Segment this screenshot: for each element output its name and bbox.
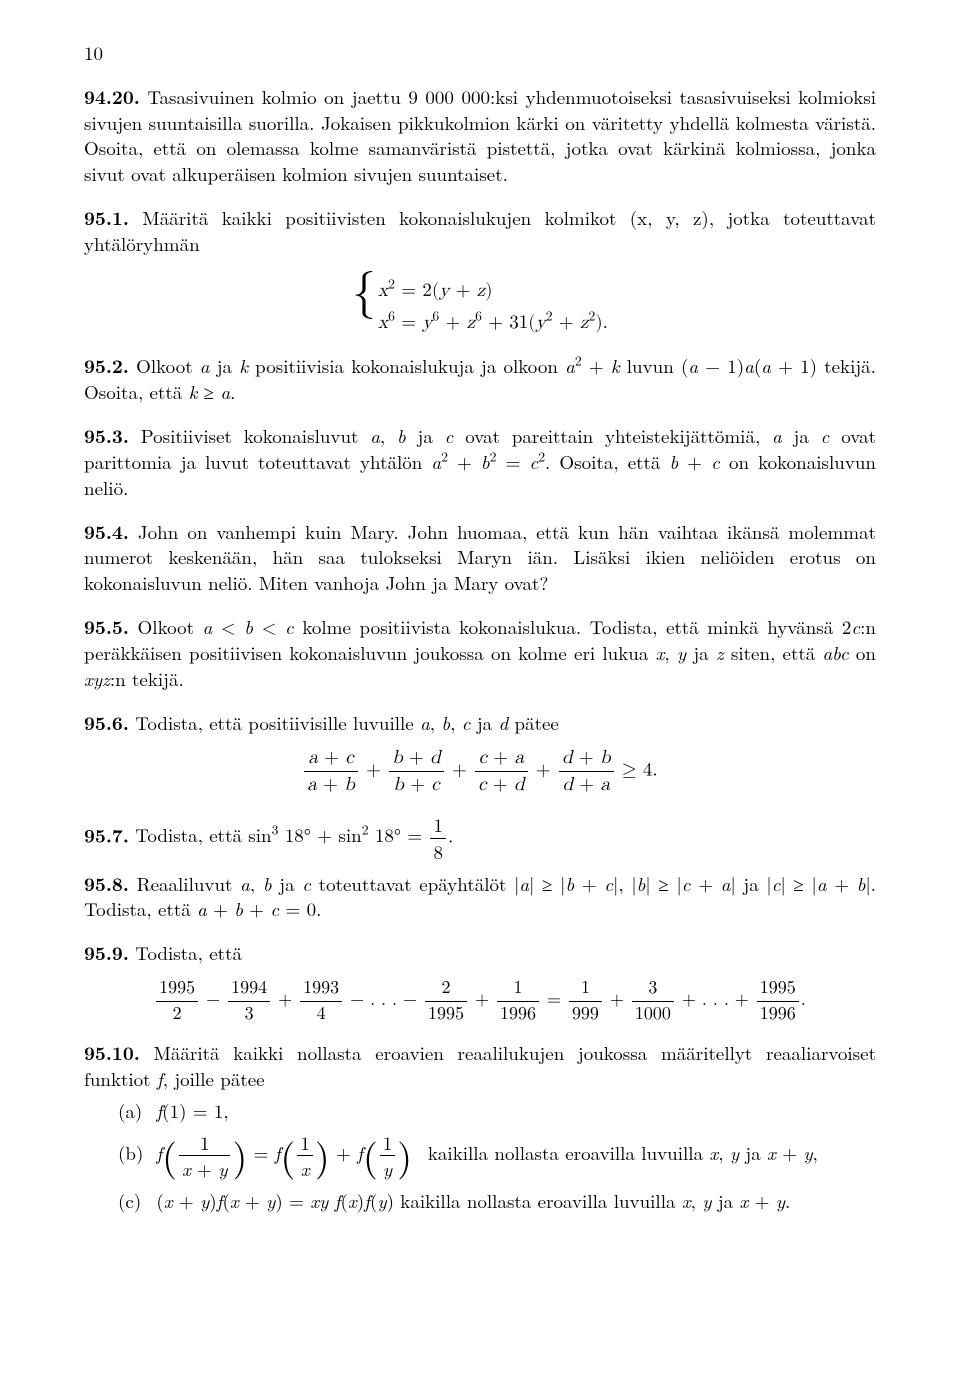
problem-95-4: 95.4. John on vanhempi kuin Mary. John h… xyxy=(84,519,876,596)
problem-95-6: 95.6. Todista, että positiivisille luvui… xyxy=(84,710,876,736)
problem-text: Todista, että positiivisille luvuille a,… xyxy=(129,709,559,736)
problem-95-1: 95.1. Määritä kaikki positiivisten kokon… xyxy=(84,205,876,257)
problem-number: 95.3. xyxy=(84,421,129,449)
problem-text: Reaaliluvut a, b ja c toteuttavat epäyht… xyxy=(84,870,876,923)
problem-text: Olkoot a ja k positiivisia kokonaislukuj… xyxy=(84,352,876,405)
problem-text: Määritä kaikki positiivisten kokonaisluk… xyxy=(84,204,876,257)
problem-95-9: 95.9. Todista, että xyxy=(84,940,876,966)
problem-95-2: 95.2. Olkoot a ja k positiivisia kokonai… xyxy=(84,353,876,405)
problem-number: 95.10. xyxy=(84,1038,140,1066)
page: 10 94.20. Tasasivuinen kolmio on jaettu … xyxy=(0,0,960,1373)
item-text: f(1x + y) = f(1x) + f(1y) kaikilla nolla… xyxy=(156,1139,818,1166)
problem-text: Todista, että sin3 18° + sin2 18° = xyxy=(129,821,429,848)
equation-system: x2 = 2(y + z) x6 = y6 + z6 + 31(y2 + z2)… xyxy=(84,275,876,340)
problem-95-7: 95.7. Todista, että sin3 18° + sin2 18° … xyxy=(84,812,876,865)
item-label: (c) xyxy=(118,1188,150,1214)
item-label: (b) xyxy=(118,1140,150,1166)
problem-95-10-conditions: (a) f(1) = 1, (b) f(1x + y) = f(1x) + f(… xyxy=(118,1098,876,1214)
problem-95-10: 95.10. Määritä kaikki nollasta eroavien … xyxy=(84,1040,876,1092)
inequality-95-6: a + ca + b + b + db + c + c + ac + d + d… xyxy=(84,745,876,798)
system-line-2: x6 = y6 + z6 + 31(y2 + z2). xyxy=(378,313,608,332)
page-number: 10 xyxy=(84,40,876,66)
problem-number: 94.20. xyxy=(84,82,140,110)
problem-text: John on vanhempi kuin Mary. John huomaa,… xyxy=(84,518,876,597)
problem-number: 95.1. xyxy=(84,203,129,231)
problem-number: 95.9. xyxy=(84,938,129,966)
problem-number: 95.6. xyxy=(84,708,129,736)
tail: . xyxy=(448,821,453,848)
condition-a: (a) f(1) = 1, xyxy=(118,1098,876,1124)
problem-text: Positiiviset kokonaisluvut a, b ja c ova… xyxy=(84,422,876,501)
condition-b: (b) f(1x + y) = f(1x) + f(1y) kaikilla n… xyxy=(118,1130,876,1183)
item-label: (a) xyxy=(118,1098,150,1124)
item-text: f(1) = 1, xyxy=(156,1097,228,1124)
problem-text: Todista, että xyxy=(129,939,242,966)
problem-94-20: 94.20. Tasasivuinen kolmio on jaettu 9 0… xyxy=(84,84,876,187)
problem-text: Määritä kaikki nollasta eroavien reaalil… xyxy=(84,1039,876,1092)
problem-text: Tasasivuinen kolmio on jaettu 9 000 000:… xyxy=(84,83,876,187)
problem-number: 95.4. xyxy=(84,517,129,545)
problem-95-8: 95.8. Reaaliluvut a, b ja c toteuttavat … xyxy=(84,871,876,923)
problem-number: 95.5. xyxy=(84,612,129,640)
problem-number: 95.2. xyxy=(84,351,129,379)
op: + xyxy=(536,761,557,780)
system-line-1: x2 = 2(y + z) xyxy=(378,281,492,300)
problem-text: Olkoot a < b < c kolme positiivista koko… xyxy=(84,613,876,692)
condition-c: (c) (x + y)f(x + y) = xy f(x)f(y) kaikil… xyxy=(118,1188,876,1214)
item-text: (x + y)f(x + y) = xy f(x)f(y) kaikilla n… xyxy=(156,1187,790,1214)
op: + xyxy=(366,761,387,780)
problem-number: 95.7. xyxy=(84,820,129,848)
problem-95-3: 95.3. Positiiviset kokonaisluvut a, b ja… xyxy=(84,423,876,500)
problem-number: 95.8. xyxy=(84,869,129,897)
op: + xyxy=(452,761,473,780)
problem-95-5: 95.5. Olkoot a < b < c kolme positiivist… xyxy=(84,614,876,691)
tail: ≥ 4. xyxy=(622,761,658,780)
equation-95-9: 19952 − 19943 + 19934 − . . . − 21995 + … xyxy=(84,976,876,1026)
